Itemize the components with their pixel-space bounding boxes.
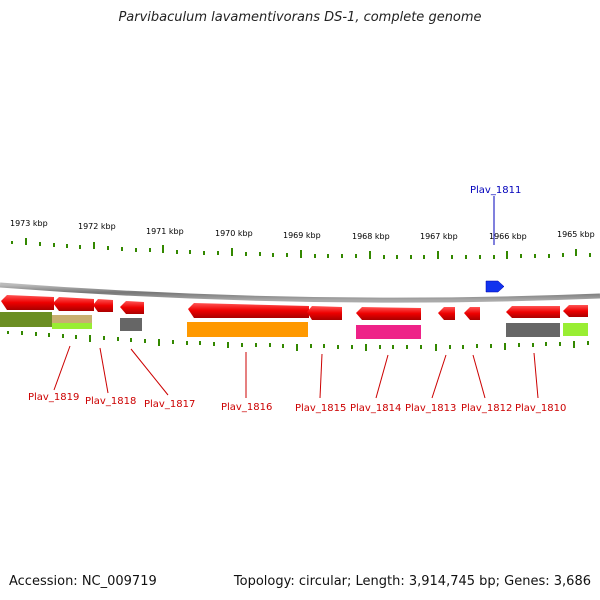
kbp-label-1971: 1971 kbp xyxy=(146,227,184,236)
gene-label-plav-1813: Plav_1813 xyxy=(405,403,456,414)
feature-tan xyxy=(52,315,92,323)
feature-lime-2 xyxy=(563,323,588,336)
gene-plav-1814[interactable] xyxy=(356,307,421,320)
gene-plav-1817[interactable] xyxy=(93,299,113,312)
gene-label-plav-1815: Plav_1815 xyxy=(295,403,346,414)
gene-plav-1819[interactable] xyxy=(1,295,54,310)
gene-label-plav-1814: Plav_1814 xyxy=(350,403,401,414)
genome-summary-text: Topology: circular; Length: 3,914,745 bp… xyxy=(233,574,591,589)
kbp-label-1972: 1972 kbp xyxy=(78,222,116,231)
gene-label-plav-1812: Plav_1812 xyxy=(461,403,512,414)
kbp-label-1969: 1969 kbp xyxy=(283,231,321,240)
kbp-label-1968: 1968 kbp xyxy=(352,232,390,241)
gene-label-plav-1819: Plav_1819 xyxy=(28,392,79,403)
gene-leader-lines xyxy=(53,345,539,399)
kbp-label-1970: 1970 kbp xyxy=(215,229,253,238)
gene-plav-1809[interactable] xyxy=(563,305,588,317)
kbp-label-1973: 1973 kbp xyxy=(10,219,48,228)
feature-orange xyxy=(187,322,308,337)
gene-plav-1812[interactable] xyxy=(464,307,480,320)
feature-olive xyxy=(0,312,52,327)
kbp-label-1967: 1967 kbp xyxy=(420,232,458,241)
feature-gray-2 xyxy=(506,323,560,337)
feature-gray-1 xyxy=(120,318,142,331)
gene-plav-1815[interactable] xyxy=(307,306,342,320)
upper-ticks xyxy=(11,238,591,259)
accession-text: Accession: NC_009719 xyxy=(9,574,157,589)
lower-ticks xyxy=(7,331,589,351)
genome-track xyxy=(0,282,600,303)
kbp-label-1966: 1966 kbp xyxy=(489,232,527,241)
gene-label-plav-1810: Plav_1810 xyxy=(515,403,566,414)
gene-plav-1813[interactable] xyxy=(438,307,455,320)
feature-magenta xyxy=(356,325,421,339)
gene-label-plav-1818: Plav_1818 xyxy=(85,396,136,407)
gene-plav-1811[interactable] xyxy=(485,280,505,293)
gene-plav-1817b[interactable] xyxy=(120,301,144,314)
gene-plav-1810[interactable] xyxy=(506,306,560,318)
gene-label-plav-1816: Plav_1816 xyxy=(221,402,272,413)
gene-plav-1816[interactable] xyxy=(188,303,309,318)
kbp-label-1965: 1965 kbp xyxy=(557,230,595,239)
gene-plav-1818[interactable] xyxy=(53,297,94,311)
feature-lime-1 xyxy=(52,323,92,329)
gene-label-plav-1817: Plav_1817 xyxy=(144,399,195,410)
genome-title: Parvibaculum lavamentivorans DS-1, compl… xyxy=(118,10,482,25)
gene-label-plav-1811: Plav_1811 xyxy=(470,185,521,196)
